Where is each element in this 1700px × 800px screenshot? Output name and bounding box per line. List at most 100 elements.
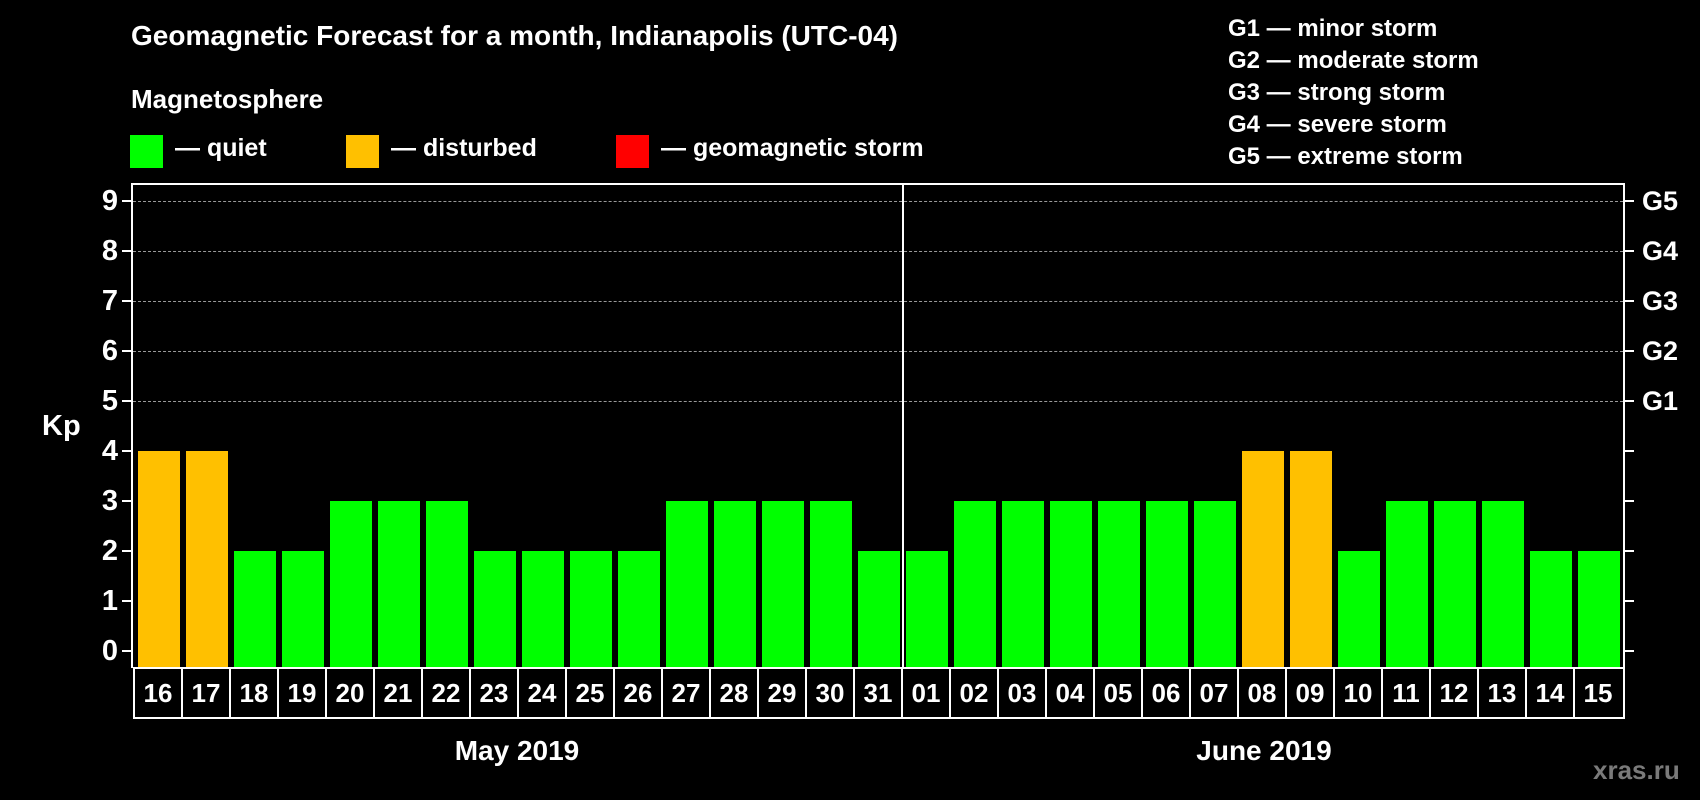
date-label: 21 bbox=[373, 669, 421, 717]
kp-bar bbox=[1002, 501, 1044, 668]
kp-bar bbox=[1098, 501, 1140, 668]
legend-disturbed: — disturbed bbox=[346, 134, 537, 168]
y-tick bbox=[122, 650, 131, 652]
date-axis: 16 17 18 19 20 21 22 23 24 25 26 27 28 29 30 31 01 02 03 04… bbox=[133, 667, 1625, 719]
kp-bar bbox=[282, 551, 324, 668]
kp-bar bbox=[1578, 551, 1620, 668]
y-tick-label: 6 bbox=[101, 335, 118, 367]
month-divider bbox=[902, 183, 904, 668]
kp-bar bbox=[954, 501, 996, 668]
date-label: 31 bbox=[853, 669, 901, 717]
kp-bar bbox=[618, 551, 660, 668]
kp-bar bbox=[330, 501, 372, 668]
plot-area bbox=[131, 183, 1625, 668]
y-tick-label: 0 bbox=[101, 635, 118, 667]
date-label: 16 bbox=[133, 669, 181, 717]
date-label: 14 bbox=[1525, 669, 1573, 717]
date-label: 07 bbox=[1189, 669, 1237, 717]
legend-storm: — geomagnetic storm bbox=[616, 134, 924, 168]
date-label: 12 bbox=[1429, 669, 1477, 717]
date-label: 20 bbox=[325, 669, 373, 717]
g-scale-item: G1 — minor storm bbox=[1228, 15, 1438, 42]
g-scale-item: G2 — moderate storm bbox=[1228, 47, 1479, 74]
storm-swatch bbox=[616, 135, 649, 168]
kp-bar bbox=[666, 501, 708, 668]
kp-bar bbox=[1482, 501, 1524, 668]
date-label: 01 bbox=[901, 669, 949, 717]
y-tick-right bbox=[1625, 200, 1634, 202]
y-tick bbox=[122, 250, 131, 252]
gridline bbox=[133, 201, 1623, 202]
kp-bar bbox=[762, 501, 804, 668]
gridline bbox=[133, 351, 1623, 352]
g-scale-item: G4 — severe storm bbox=[1228, 111, 1447, 138]
y-tick-label: 5 bbox=[101, 385, 118, 417]
date-label: 11 bbox=[1381, 669, 1429, 717]
date-label: 18 bbox=[229, 669, 277, 717]
date-label: 28 bbox=[709, 669, 757, 717]
date-label: 26 bbox=[613, 669, 661, 717]
legend-label: — quiet bbox=[175, 134, 267, 162]
g-scale-item: G5 — extreme storm bbox=[1228, 143, 1463, 170]
y-tick-label: 7 bbox=[101, 285, 118, 317]
y-tick-right bbox=[1625, 250, 1634, 252]
g-level-label: G5 bbox=[1642, 186, 1679, 216]
date-label: 25 bbox=[565, 669, 613, 717]
g-scale-item: G3 — strong storm bbox=[1228, 79, 1446, 106]
date-label: 23 bbox=[469, 669, 517, 717]
y-tick bbox=[122, 600, 131, 602]
g-level-label: G1 bbox=[1642, 386, 1679, 416]
y-tick-right bbox=[1625, 650, 1634, 652]
y-tick bbox=[122, 500, 131, 502]
gridline bbox=[133, 301, 1623, 302]
date-label: 04 bbox=[1045, 669, 1093, 717]
y-tick-label: 2 bbox=[101, 535, 118, 567]
legend-label: — disturbed bbox=[391, 134, 537, 162]
kp-bar bbox=[810, 501, 852, 668]
y-tick bbox=[122, 400, 131, 402]
legend-quiet: — quiet bbox=[130, 134, 267, 168]
date-label: 08 bbox=[1237, 669, 1285, 717]
date-label: 24 bbox=[517, 669, 565, 717]
kp-bar bbox=[1434, 501, 1476, 668]
kp-bar bbox=[1338, 551, 1380, 668]
y-tick-label: 9 bbox=[101, 185, 118, 217]
month-label-may: May 2019 bbox=[454, 735, 580, 766]
date-label: 09 bbox=[1285, 669, 1333, 717]
y-tick-right bbox=[1625, 600, 1634, 602]
date-label: 05 bbox=[1093, 669, 1141, 717]
chart-title: Geomagnetic Forecast for a month, Indian… bbox=[131, 20, 898, 51]
g-scale-legend: G1 — minor storm G2 — moderate storm G3 … bbox=[1228, 13, 1479, 173]
y-axis-label: Kp bbox=[42, 410, 81, 442]
date-label: 17 bbox=[181, 669, 229, 717]
quiet-swatch bbox=[130, 135, 163, 168]
date-label: 30 bbox=[805, 669, 853, 717]
kp-bar bbox=[474, 551, 516, 668]
kp-bar bbox=[906, 551, 948, 668]
kp-bar bbox=[1386, 501, 1428, 668]
kp-bar bbox=[1530, 551, 1572, 668]
y-tick bbox=[122, 350, 131, 352]
y-tick bbox=[122, 450, 131, 452]
kp-bar bbox=[186, 451, 228, 668]
y-tick-right bbox=[1625, 500, 1634, 502]
gridline bbox=[133, 401, 1623, 402]
kp-bar bbox=[1146, 501, 1188, 668]
legend-label: — geomagnetic storm bbox=[661, 134, 924, 162]
y-tick bbox=[122, 550, 131, 552]
date-label: 19 bbox=[277, 669, 325, 717]
date-label: 02 bbox=[949, 669, 997, 717]
date-label: 10 bbox=[1333, 669, 1381, 717]
g-level-label: G2 bbox=[1642, 336, 1679, 366]
gridline bbox=[133, 251, 1623, 252]
kp-bar bbox=[1242, 451, 1284, 668]
date-label: 27 bbox=[661, 669, 709, 717]
date-label: 29 bbox=[757, 669, 805, 717]
y-tick-label: 8 bbox=[101, 235, 118, 267]
kp-bar bbox=[1050, 501, 1092, 668]
kp-bar bbox=[138, 451, 180, 668]
kp-bar bbox=[1290, 451, 1332, 668]
y-tick-label: 1 bbox=[101, 585, 118, 617]
kp-bar bbox=[426, 501, 468, 668]
kp-bar bbox=[522, 551, 564, 668]
